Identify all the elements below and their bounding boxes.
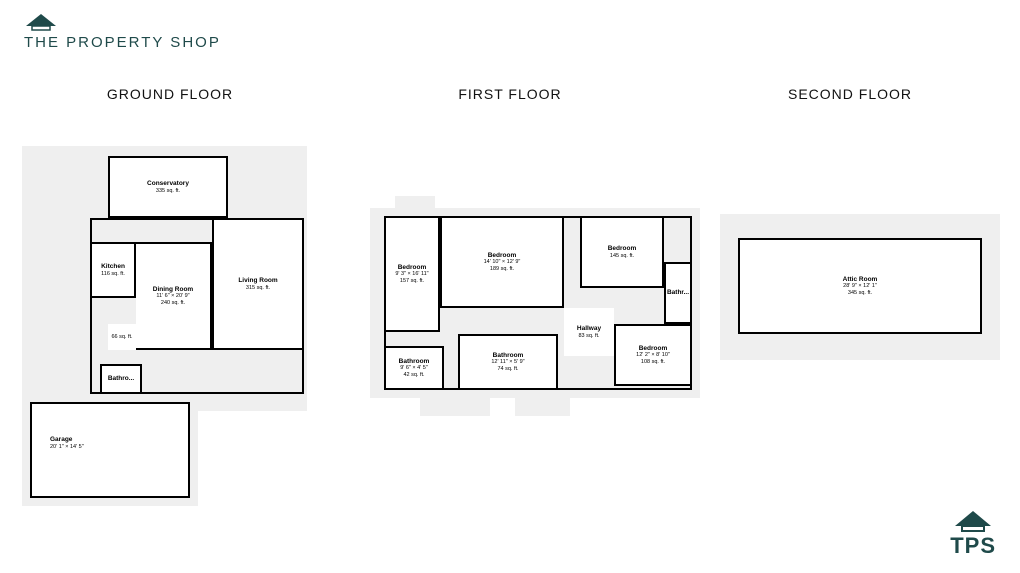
room-area: 66 sq. ft. <box>111 334 132 341</box>
room-bedroom: Bedroom 9' 3" × 16' 11" 157 sq. ft. <box>384 216 440 332</box>
room-area: 315 sq. ft. <box>246 285 270 292</box>
room-area: 116 sq. ft. <box>101 271 125 278</box>
room-dims: 14' 10" × 12' 9" <box>484 259 521 266</box>
room-area: 240 sq. ft. <box>161 300 185 307</box>
room-attic: Attic Room 28' 9" × 12' 1" 345 sq. ft. <box>738 238 982 334</box>
ground-floor-plan: Conservatory 335 sq. ft. Kitchen 116 sq.… <box>22 146 342 506</box>
floor-label: GROUND FLOOR <box>10 86 330 102</box>
room-name: Living Room <box>238 277 277 285</box>
room-hallway: Hallway 83 sq. ft. <box>564 308 614 356</box>
room-bathroom: Bathroom 9' 6" × 4' 5" 42 sq. ft. <box>384 346 444 390</box>
shade-block <box>420 398 490 416</box>
room-kitchen: Kitchen 116 sq. ft. <box>90 242 136 298</box>
room-dining: Dining Room 11' 6" × 20' 9" 240 sq. ft. <box>136 242 212 350</box>
room-name: Hallway <box>577 325 601 333</box>
room-bedroom: Bedroom 14' 10" × 12' 9" 189 sq. ft. <box>440 216 564 308</box>
room-name: Bedroom <box>398 264 427 272</box>
room-name: Garage <box>50 436 72 444</box>
room-garage: Garage 20' 1" × 14' 5" <box>30 402 190 498</box>
room-name: Dining Room <box>153 286 193 294</box>
room-area: 335 sq. ft. <box>156 188 180 195</box>
floor-title-second: SECOND FLOOR <box>690 86 1010 102</box>
brand-name: THE PROPERTY SHOP <box>24 34 221 51</box>
room-name: Bathro... <box>108 375 134 383</box>
room-area: 189 sq. ft. <box>490 266 514 273</box>
house-icon <box>951 511 995 533</box>
house-icon <box>24 14 58 32</box>
room-name: Bathr... <box>667 289 689 297</box>
room-area: 157 sq. ft. <box>400 278 424 285</box>
brand-logo-bottom: TPS <box>950 511 996 559</box>
room-area: 108 sq. ft. <box>641 359 665 366</box>
brand-abbrev: TPS <box>950 533 996 559</box>
floor-title-ground: GROUND FLOOR <box>10 86 330 102</box>
shade-block <box>515 398 570 416</box>
room-dims: 12' 2" × 8' 10" <box>636 352 670 359</box>
room-bathroom: Bathr... <box>664 262 692 324</box>
room-wc: 66 sq. ft. <box>108 324 136 350</box>
room-name: Kitchen <box>101 263 125 271</box>
brand-logo-top: THE PROPERTY SHOP <box>24 14 221 51</box>
room-name: Attic Room <box>843 276 878 284</box>
room-dims: 11' 6" × 20' 9" <box>156 293 189 300</box>
room-dims: 9' 6" × 4' 5" <box>400 365 428 372</box>
room-conservatory: Conservatory 335 sq. ft. <box>108 156 228 218</box>
room-name: Bedroom <box>488 252 517 260</box>
room-bathroom: Bathroom 12' 11" × 5' 9" 74 sq. ft. <box>458 334 558 390</box>
floor-title-first: FIRST FLOOR <box>350 86 670 102</box>
room-living: Living Room 315 sq. ft. <box>212 218 304 350</box>
room-name: Bathroom <box>399 358 430 366</box>
room-name: Conservatory <box>147 180 189 188</box>
room-bathroom: Bathro... <box>100 364 142 394</box>
room-bedroom: Bedroom 145 sq. ft. <box>580 216 664 288</box>
second-floor-plan: Attic Room 28' 9" × 12' 1" 345 sq. ft. <box>720 214 1000 384</box>
room-dims: 9' 3" × 16' 11" <box>395 271 428 278</box>
room-dims: 20' 1" × 14' 5" <box>50 444 84 451</box>
shade-block <box>395 196 435 208</box>
floor-label: SECOND FLOOR <box>690 86 1010 102</box>
room-area: 145 sq. ft. <box>610 253 634 260</box>
room-area: 42 sq. ft. <box>403 372 424 379</box>
room-name: Bathroom <box>493 352 524 360</box>
room-name: Bedroom <box>608 245 637 253</box>
room-area: 345 sq. ft. <box>848 290 872 297</box>
first-floor-plan: Bedroom 9' 3" × 16' 11" 157 sq. ft. Bedr… <box>370 196 700 416</box>
room-dims: 12' 11" × 5' 9" <box>491 359 524 366</box>
room-area: 74 sq. ft. <box>497 366 518 373</box>
floor-titles-row: GROUND FLOOR FIRST FLOOR SECOND FLOOR <box>0 86 1020 102</box>
room-name: Bedroom <box>639 345 668 353</box>
room-bedroom: Bedroom 12' 2" × 8' 10" 108 sq. ft. <box>614 324 692 386</box>
floor-label: FIRST FLOOR <box>350 86 670 102</box>
room-dims: 28' 9" × 12' 1" <box>843 283 877 290</box>
room-area: 83 sq. ft. <box>578 333 599 340</box>
